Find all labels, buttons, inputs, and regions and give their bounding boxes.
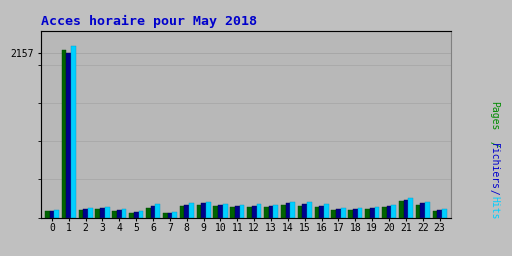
Bar xyxy=(100,208,105,218)
Bar xyxy=(206,202,211,218)
Bar xyxy=(348,210,353,218)
Bar xyxy=(303,204,307,218)
Bar xyxy=(341,208,346,218)
Bar xyxy=(240,205,244,218)
Bar xyxy=(403,200,408,218)
Bar xyxy=(95,209,100,218)
Bar xyxy=(67,53,71,218)
Bar xyxy=(281,205,286,218)
Bar xyxy=(146,208,151,218)
Text: Fichiers: Fichiers xyxy=(489,143,499,190)
Bar xyxy=(365,209,370,218)
Bar xyxy=(230,207,235,218)
Bar xyxy=(324,204,329,218)
Bar xyxy=(184,205,189,218)
Bar xyxy=(139,211,143,218)
Bar xyxy=(88,208,93,218)
Bar xyxy=(134,212,139,218)
Bar xyxy=(353,209,358,218)
Bar xyxy=(112,211,117,218)
Bar xyxy=(129,214,134,218)
Bar xyxy=(307,202,312,218)
Bar xyxy=(290,202,295,218)
Bar xyxy=(269,206,273,218)
Bar xyxy=(375,207,379,218)
Bar xyxy=(387,206,391,218)
Bar xyxy=(370,208,375,218)
Bar xyxy=(54,210,59,218)
Bar xyxy=(433,211,437,218)
Bar xyxy=(50,211,54,218)
Bar xyxy=(45,211,50,218)
Bar xyxy=(399,201,403,218)
Bar xyxy=(172,212,177,218)
Bar xyxy=(331,210,336,218)
Bar xyxy=(156,204,160,218)
Bar xyxy=(264,207,269,218)
Bar xyxy=(382,207,387,218)
Bar xyxy=(189,203,194,218)
Bar xyxy=(163,214,167,218)
Bar xyxy=(71,46,76,218)
Bar xyxy=(416,205,420,218)
Text: /: / xyxy=(489,183,499,201)
Bar xyxy=(425,202,430,218)
Bar xyxy=(235,206,240,218)
Bar xyxy=(314,207,319,218)
Bar xyxy=(201,204,206,218)
Bar xyxy=(336,209,341,218)
Bar xyxy=(252,206,257,218)
Bar xyxy=(273,205,278,218)
Bar xyxy=(218,205,223,218)
Bar xyxy=(297,206,303,218)
Bar xyxy=(83,209,88,218)
Bar xyxy=(117,210,122,218)
Bar xyxy=(437,210,442,218)
Bar xyxy=(408,198,413,218)
Text: /: / xyxy=(489,135,499,152)
Bar xyxy=(180,206,184,218)
Bar xyxy=(197,205,201,218)
Bar xyxy=(122,209,126,218)
Bar xyxy=(105,207,110,218)
Bar xyxy=(78,210,83,218)
Bar xyxy=(319,206,324,218)
Text: Pages: Pages xyxy=(489,101,499,130)
Bar xyxy=(420,203,425,218)
Bar xyxy=(442,209,446,218)
Bar xyxy=(151,206,156,218)
Bar xyxy=(257,205,261,218)
Bar xyxy=(391,205,396,218)
Bar xyxy=(223,204,227,218)
Bar xyxy=(214,206,218,218)
Text: Hits: Hits xyxy=(489,196,499,219)
Bar xyxy=(358,208,362,218)
Bar xyxy=(167,213,172,218)
Bar xyxy=(286,203,290,218)
Bar xyxy=(247,207,252,218)
Text: Acces horaire pour May 2018: Acces horaire pour May 2018 xyxy=(41,15,257,28)
Bar xyxy=(61,50,67,218)
